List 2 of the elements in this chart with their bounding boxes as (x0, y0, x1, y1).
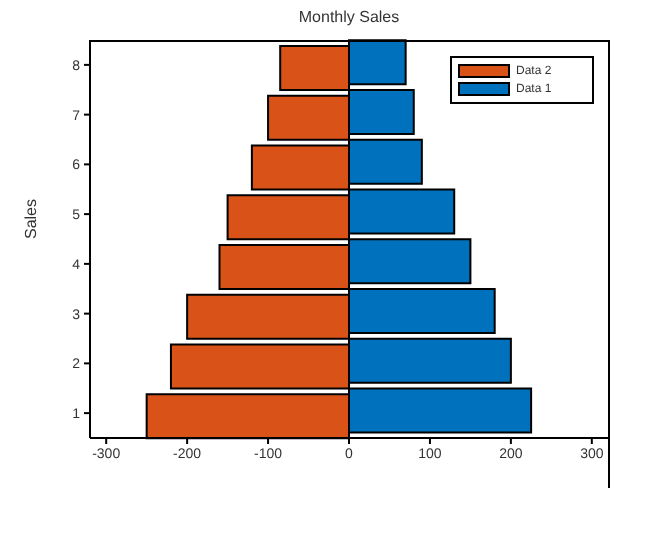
chart-title: Monthly Sales (296, 8, 402, 26)
y-axis-title: Sales (21, 198, 40, 239)
